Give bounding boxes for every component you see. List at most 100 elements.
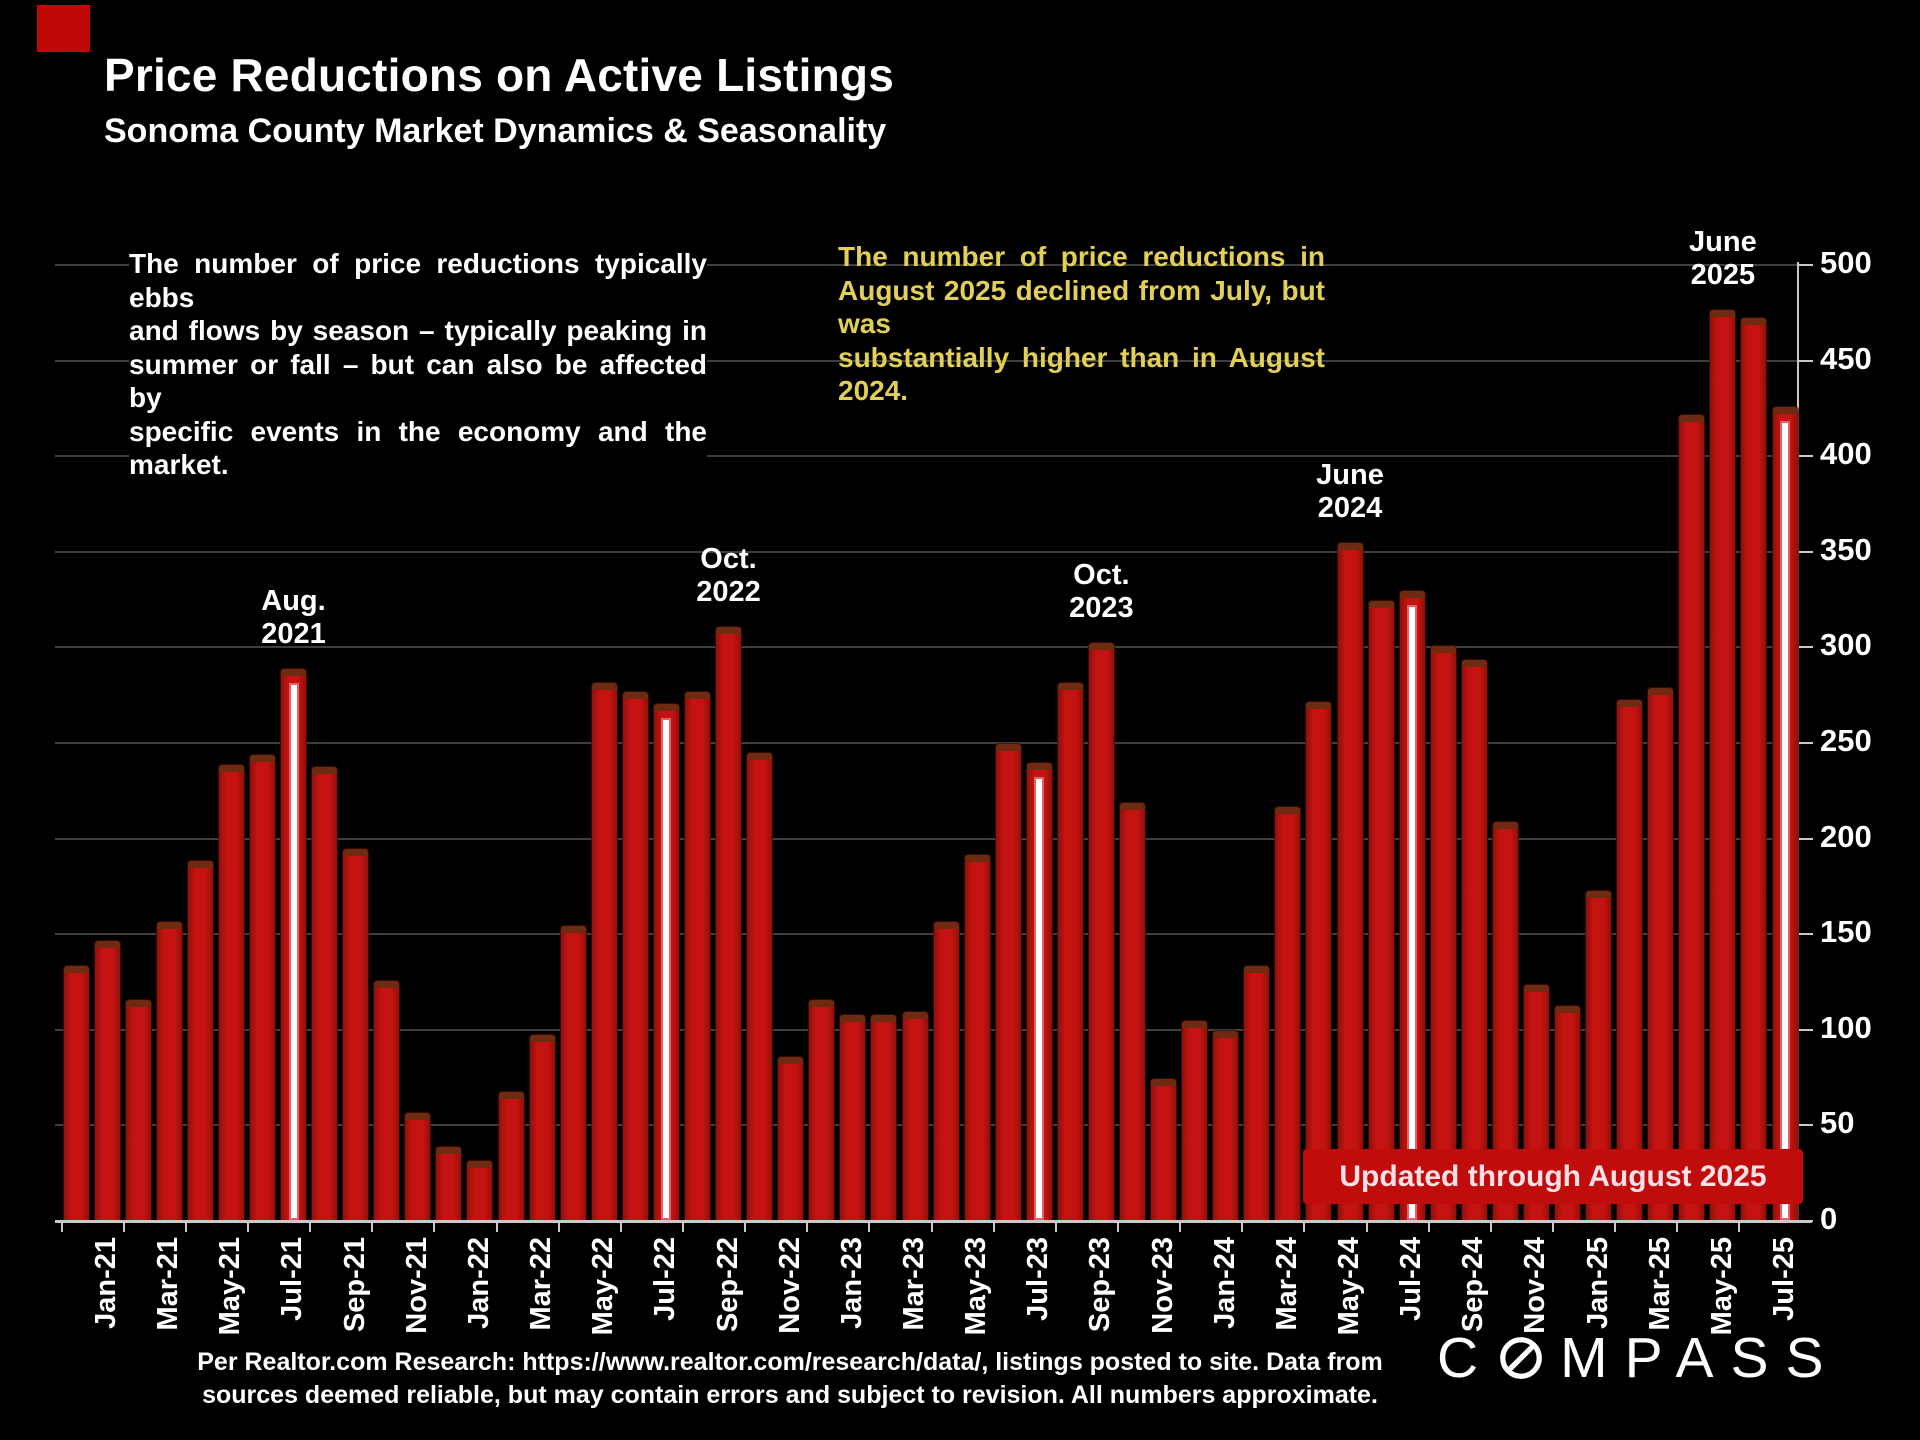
x-axis-tick [1427, 1220, 1430, 1232]
bar-Dec-23 [1151, 1079, 1176, 1220]
x-axis-tick [1054, 1220, 1057, 1232]
x-axis-tick [806, 1220, 809, 1232]
peak-annotation-Jun-24: June 2024 [1316, 459, 1384, 525]
peak-annotation-line: June [1316, 459, 1384, 491]
x-axis-label-text: Sep-21 [338, 1237, 371, 1333]
x-axis-label-text: Sep-22 [711, 1237, 744, 1333]
x-axis-tick [681, 1220, 684, 1232]
august-highlight-line [290, 685, 297, 1218]
y-axis-tick [1797, 646, 1813, 649]
x-axis-label-text: Jan-21 [90, 1237, 122, 1329]
bar-May-25 [1679, 415, 1705, 1220]
y-axis-tick [1797, 359, 1813, 362]
x-axis-label-text: Jul-24 [1395, 1237, 1428, 1321]
bar-Mar-23 [871, 1015, 897, 1220]
logo-letters-mpass: MPASS [1560, 1326, 1841, 1390]
y-axis-label: 400 [1820, 436, 1872, 472]
bar-Oct-22 [716, 627, 741, 1220]
page-title: Price Reductions on Active Listings [104, 49, 895, 101]
gridline [55, 837, 1797, 840]
compass-slashed-o-icon [1500, 1337, 1543, 1379]
x-axis-label-text: Sep-24 [1457, 1237, 1490, 1333]
x-axis-tick [1365, 1220, 1368, 1232]
x-axis-label: Jul-25 [1768, 1237, 1852, 1321]
note-line: The number of price reductions in [838, 241, 1325, 272]
gridline [55, 455, 1797, 458]
bar-Nov-23 [1120, 803, 1145, 1220]
gridline [55, 742, 1797, 744]
x-axis-label-text: Sep-23 [1084, 1237, 1117, 1333]
compass-logo: C MPASS [1437, 1325, 1841, 1391]
x-axis-label-text: Nov-24 [1519, 1237, 1552, 1334]
y-axis-label: 0 [1820, 1201, 1838, 1236]
seasonality-note: The number of price reductions typically… [129, 247, 707, 482]
updated-through-label: Updated through August 2025 [1339, 1159, 1767, 1193]
x-axis-tick [930, 1220, 933, 1232]
bar-Jan-24 [1182, 1021, 1208, 1220]
x-axis-tick [1552, 1220, 1554, 1232]
bar-Feb-22 [467, 1161, 493, 1220]
y-axis-tick [1797, 933, 1813, 936]
x-axis-label-text: Jan-24 [1208, 1237, 1241, 1329]
x-axis-label-text: Nov-22 [773, 1237, 806, 1334]
bar-Mar-25 [1617, 700, 1643, 1220]
august-2025-note: The number of price reductions in August … [838, 240, 1325, 408]
bar-Jul-24 [1368, 601, 1394, 1220]
bar-Jan-21 [63, 966, 89, 1220]
y-axis-tick [1797, 1124, 1813, 1127]
x-axis-tick [744, 1220, 747, 1232]
y-axis-tick [1797, 742, 1813, 744]
x-axis-tick [1489, 1220, 1492, 1232]
page-subtitle: Sonoma County Market Dynamics & Seasonal… [104, 112, 887, 150]
gridline [55, 933, 1797, 936]
x-axis-tick [184, 1220, 187, 1232]
x-axis-label-text: May-23 [960, 1237, 992, 1336]
peak-annotation-Jun-25: June 2025 [1689, 226, 1757, 292]
y-axis-label: 500 [1820, 245, 1872, 280]
bar-Mar-24 [1244, 966, 1270, 1220]
gridline [55, 264, 1797, 266]
corner-accent-square [37, 5, 90, 52]
updated-through-banner: Updated through August 2025 [1303, 1149, 1803, 1204]
x-axis-label-text: Mar-25 [1643, 1237, 1676, 1331]
bar-Oct-24 [1461, 660, 1487, 1220]
august-highlight-line [663, 720, 670, 1218]
bar-Aug-23 [1026, 763, 1052, 1220]
bar-Dec-22 [778, 1057, 804, 1220]
x-axis-tick [246, 1220, 249, 1232]
x-axis-label-text: Jan-22 [462, 1237, 495, 1329]
y-axis-tick [1797, 837, 1813, 840]
bar-Feb-21 [94, 941, 120, 1220]
x-axis-tick [1179, 1220, 1182, 1232]
bar-Oct-21 [343, 849, 369, 1220]
peak-annotation-Oct-23: Oct. 2023 [1069, 559, 1134, 625]
source-footer: Per Realtor.com Research: https://www.re… [80, 1346, 1500, 1412]
august-highlight-line [1782, 423, 1788, 1218]
bar-Sep-23 [1057, 683, 1083, 1220]
footer-line-2: sources deemed reliable, but may contain… [202, 1381, 1378, 1409]
bar-Apr-25 [1648, 688, 1674, 1220]
peak-annotation-line: Aug. [261, 585, 326, 617]
x-axis-label-text: Jul-21 [276, 1237, 309, 1321]
bar-Aug-22 [653, 704, 679, 1220]
x-axis-tick [1614, 1220, 1617, 1232]
y-axis-label: 150 [1820, 914, 1872, 950]
x-axis-tick [371, 1220, 374, 1232]
peak-annotation-line: 2023 [1069, 592, 1134, 624]
footer-line-1: Per Realtor.com Research: https://www.re… [197, 1348, 1383, 1376]
x-axis-tick [1738, 1220, 1741, 1232]
x-axis-label-text: Nov-21 [400, 1237, 433, 1334]
note-line: specific events in the economy and the m… [129, 415, 707, 481]
bar-Jan-23 [809, 1000, 835, 1220]
note-line: summer or fall – but can also be affecte… [129, 348, 707, 414]
bar-May-24 [1306, 702, 1332, 1220]
x-axis-tick [433, 1220, 436, 1232]
x-axis-tick [619, 1220, 622, 1232]
gridline [55, 646, 1797, 649]
bar-May-23 [933, 922, 959, 1220]
bar-Jun-21 [218, 765, 244, 1220]
bar-Jun-24 [1337, 543, 1363, 1220]
bar-Mar-21 [125, 1000, 151, 1220]
bar-Aug-25 [1772, 407, 1798, 1220]
bar-Nov-21 [374, 981, 400, 1220]
